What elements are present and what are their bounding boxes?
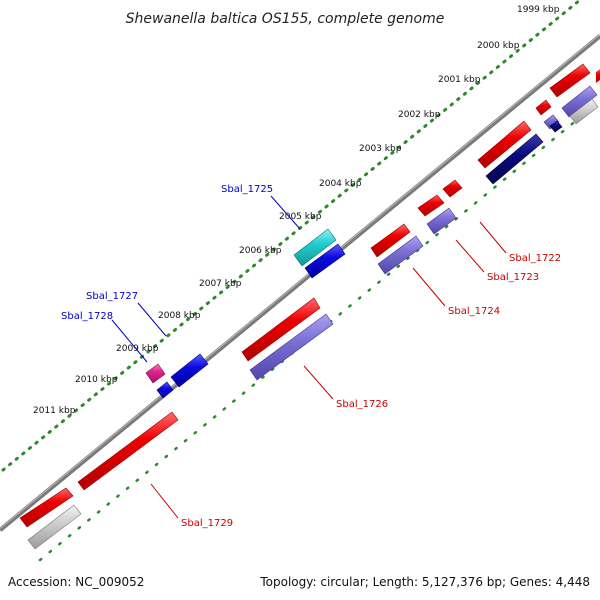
reverse-features — [27, 85, 599, 550]
gene-forward-edge[interactable] — [596, 69, 600, 83]
gene-forward-upper[interactable] — [477, 120, 532, 169]
gene-forward-small-top[interactable] — [535, 99, 552, 116]
kbp-label: 2001 kbp — [438, 75, 481, 85]
genome-backbone — [0, 34, 600, 532]
gene-label-sbal-1727[interactable]: Sbal_1727 — [86, 291, 138, 302]
leader-sbal-1723 — [455, 239, 485, 273]
gene-reverse-navy-small[interactable] — [549, 120, 563, 133]
kbp-scale-track — [1, 0, 582, 472]
kbp-label: 2003 kbp — [359, 144, 402, 154]
gene-reverse-grey[interactable] — [27, 504, 82, 550]
gene-sbal-1723-forward[interactable] — [417, 194, 445, 217]
gene-sbal-1724-forward[interactable] — [370, 223, 411, 258]
gene-sbal-1727[interactable] — [170, 353, 209, 388]
gene-sbal-1726-reverse[interactable] — [249, 313, 334, 381]
gene-forward-top-right[interactable] — [549, 63, 591, 98]
gene-label-sbal-1723[interactable]: Sbal_1723 — [487, 272, 539, 283]
gene-blue-small[interactable] — [156, 381, 174, 399]
kbp-label: 2008 kbp — [158, 311, 201, 321]
gene-sbal-1726-forward[interactable] — [241, 297, 321, 362]
kbp-label: 2005 kbp — [279, 212, 322, 222]
kbp-label: 2004 kbp — [319, 179, 362, 189]
gene-sbal-1728[interactable] — [145, 363, 166, 384]
kbp-label: 2000 kbp — [477, 41, 520, 51]
gene-reverse-purple-small[interactable] — [543, 114, 560, 130]
kbp-label: 2011 kbp — [33, 406, 76, 416]
gene-label-sbal-1724[interactable]: Sbal_1724 — [448, 306, 500, 317]
gene-sbal-1723-reverse[interactable] — [426, 207, 457, 235]
gene-labels: Sbal_1722 Sbal_1723 Sbal_1724 Sbal_1726 … — [61, 184, 561, 529]
map-title: Shewanella baltica OS155, complete genom… — [126, 11, 445, 27]
gene-sbal-1729-forward[interactable] — [77, 411, 179, 491]
leader-sbal-1728 — [111, 319, 148, 363]
genome-summary: Topology: circular; Length: 5,127,376 bp… — [259, 575, 590, 589]
kbp-label: 1999 kbp — [517, 5, 560, 15]
accession-label: Accession: NC_009052 — [8, 575, 144, 589]
leader-sbal-1729 — [150, 483, 179, 519]
outer-features — [145, 228, 346, 399]
backbone-highlight — [0, 34, 600, 529]
leader-sbal-1727 — [137, 302, 167, 337]
gene-sbal-1722-forward[interactable] — [442, 179, 463, 198]
kbp-label: 2009 kbp — [116, 344, 159, 354]
kbp-labels: 1999 kbp 2000 kbp 2001 kbp 2002 kbp 2003… — [33, 5, 560, 416]
leader-sbal-1724 — [412, 267, 446, 307]
leader-sbal-1725 — [270, 195, 301, 230]
leader-lines — [111, 195, 507, 519]
kbp-label: 2002 kbp — [398, 110, 441, 120]
gene-label-sbal-1729[interactable]: Sbal_1729 — [181, 518, 233, 529]
leader-sbal-1722 — [479, 221, 507, 254]
gene-reverse-grey-right[interactable] — [569, 98, 599, 125]
gene-label-sbal-1728[interactable]: Sbal_1728 — [61, 311, 113, 322]
forward-features — [19, 63, 600, 528]
gene-reverse-purple-right[interactable] — [561, 85, 598, 118]
kbp-label: 2006 kbp — [239, 246, 282, 256]
gene-reverse-navy-upper[interactable] — [485, 133, 544, 185]
gene-sbal-1725[interactable] — [293, 228, 337, 267]
gene-label-sbal-1725[interactable]: Sbal_1725 — [221, 184, 273, 195]
gene-label-sbal-1722[interactable]: Sbal_1722 — [509, 253, 561, 264]
kbp-label: 2010 kbp — [75, 375, 118, 385]
leader-sbal-1726 — [303, 365, 334, 400]
gene-sbal-1724-reverse[interactable] — [377, 235, 424, 275]
kbp-label: 2007 kbp — [199, 279, 242, 289]
gene-label-sbal-1726[interactable]: Sbal_1726 — [336, 399, 388, 410]
gene-forward-left[interactable] — [19, 487, 74, 528]
gene-blue-1725-pair[interactable] — [304, 243, 346, 279]
